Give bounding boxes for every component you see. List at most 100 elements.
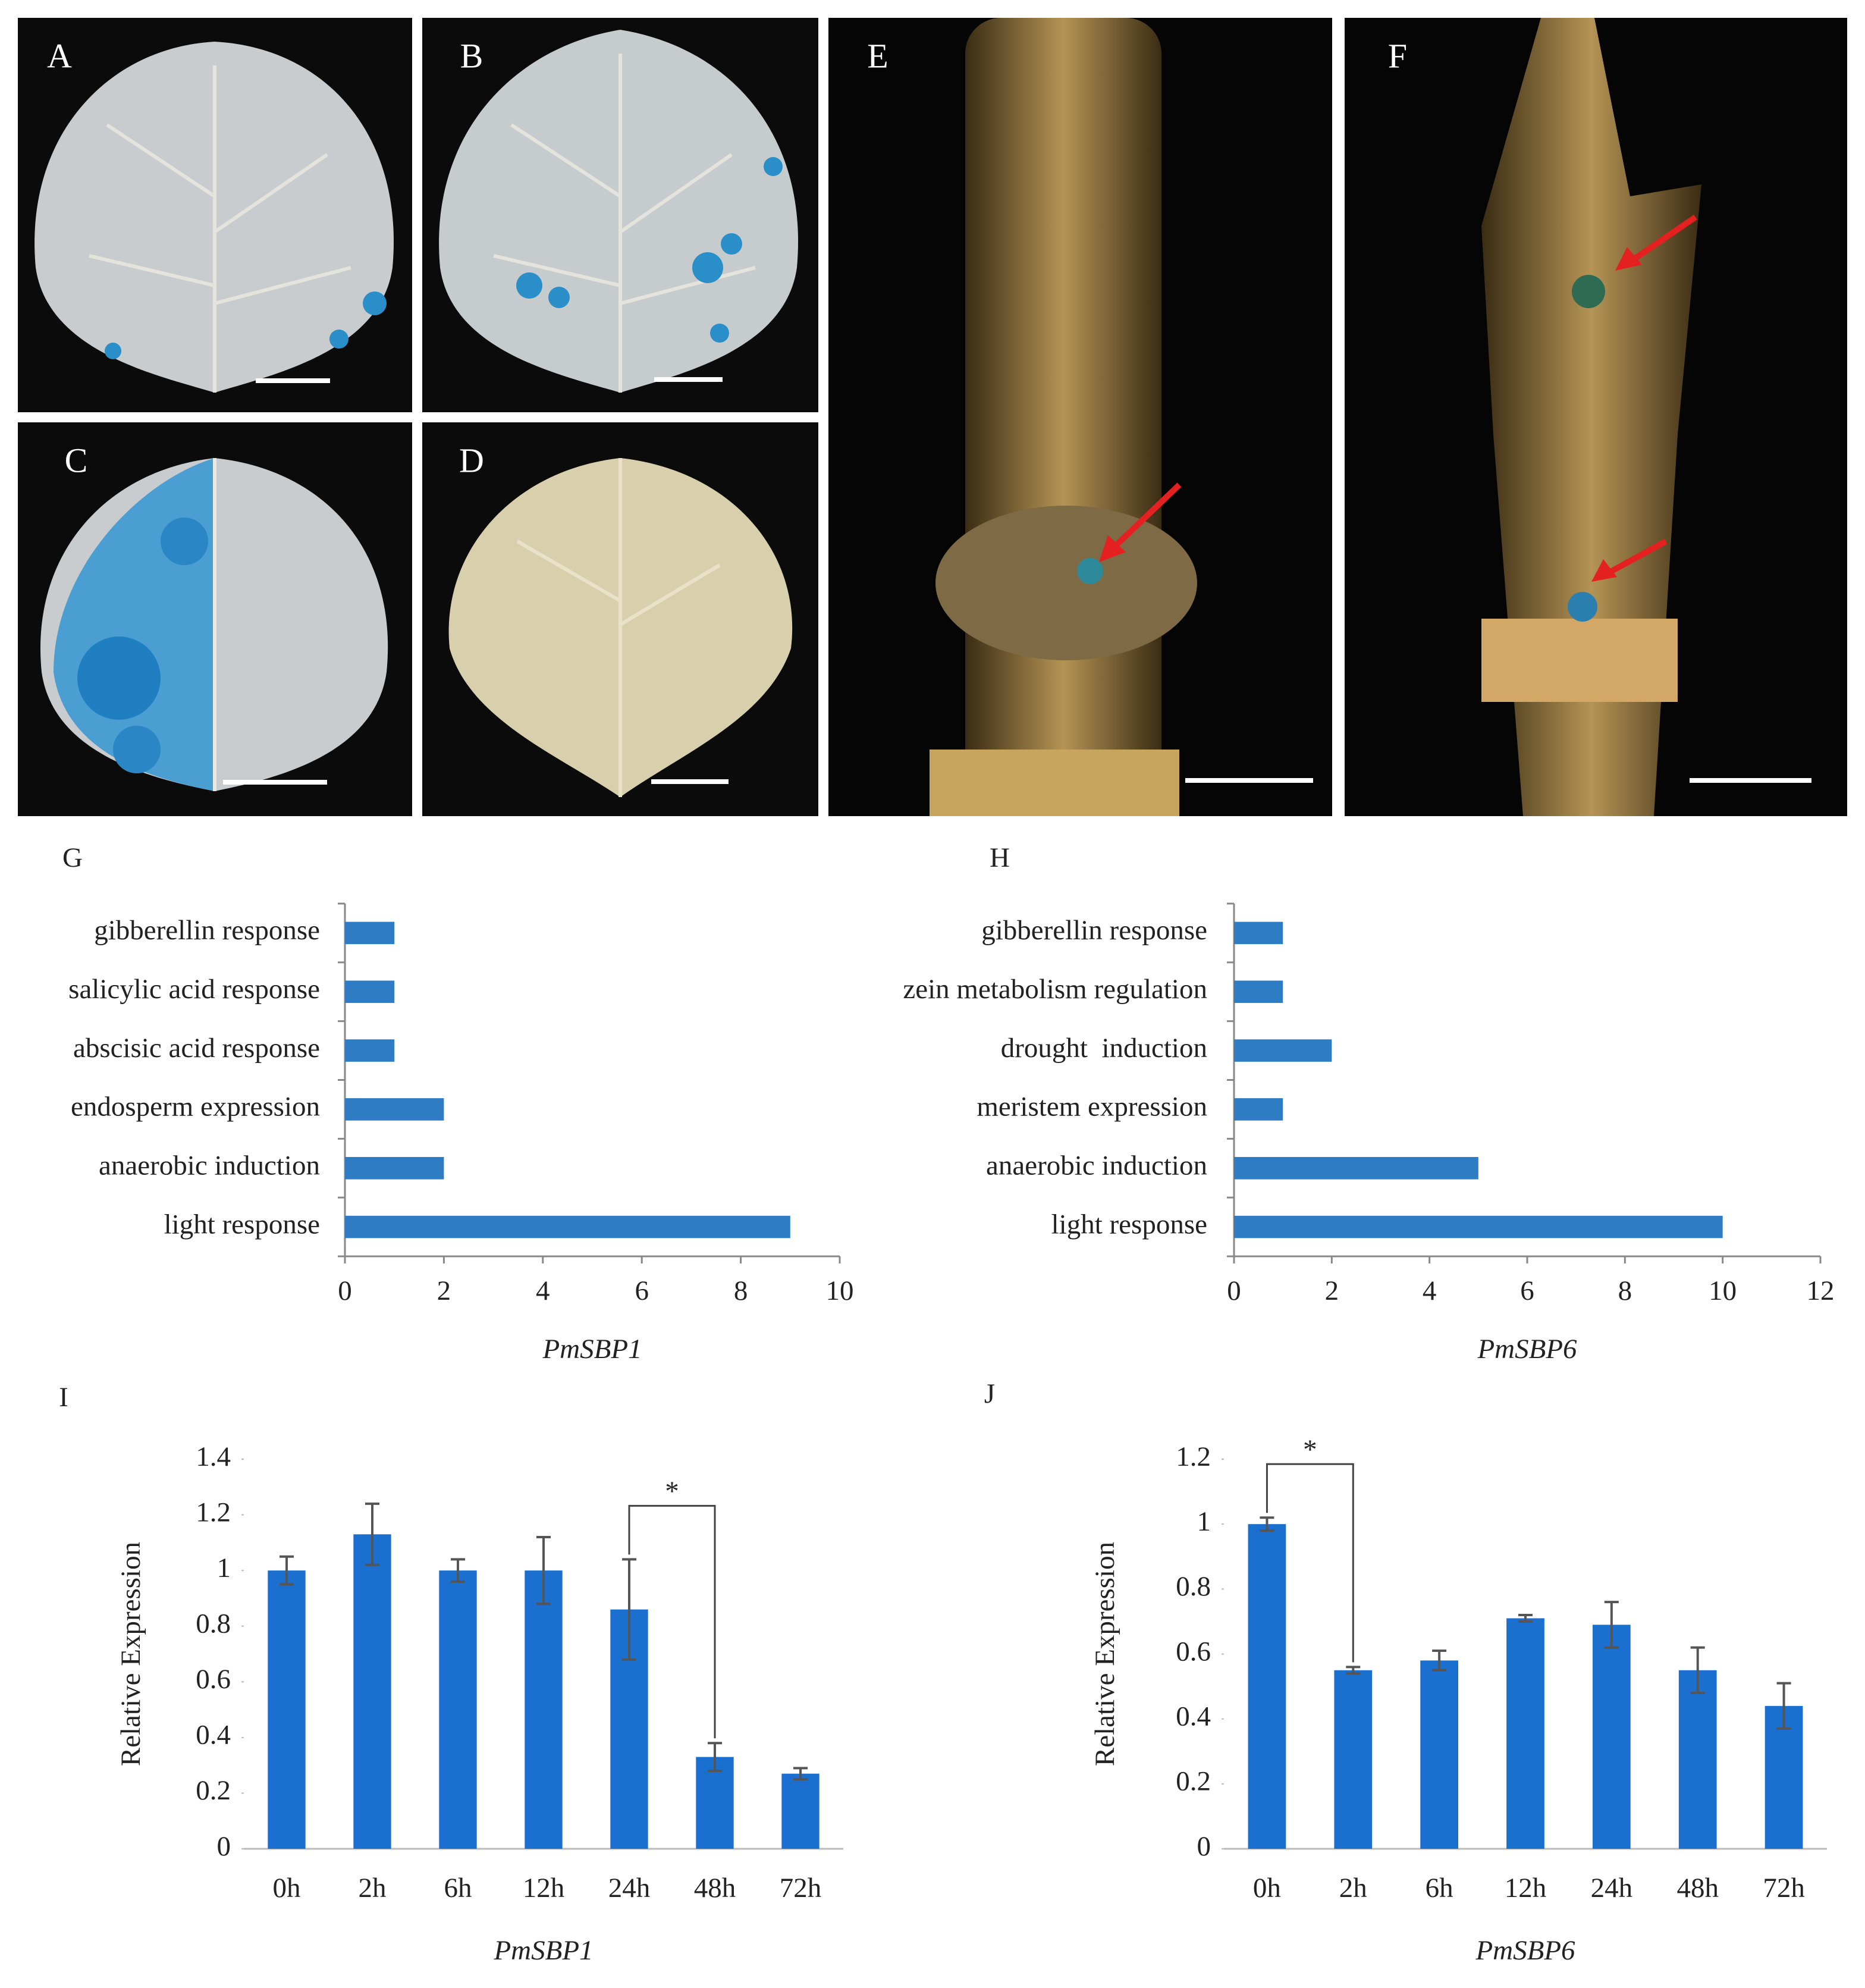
bar: [268, 1570, 306, 1849]
x-tick-label: 72h: [1763, 1873, 1805, 1904]
bar: [345, 1098, 444, 1121]
y-tick-label: 0.2: [196, 1775, 231, 1806]
y-tick-label: 0: [1197, 1831, 1211, 1862]
y-tick-label: 0: [217, 1831, 231, 1862]
category-label: zein metabolism regulation: [903, 974, 1207, 1005]
photo-a: [18, 18, 412, 412]
category-label: gibberellin response: [94, 915, 320, 946]
x-tick-label: 48h: [694, 1873, 736, 1904]
x-tick-label: 72h: [780, 1873, 822, 1904]
bar: [1506, 1618, 1544, 1849]
bar: [1234, 980, 1283, 1004]
bar: [1592, 1625, 1631, 1849]
category-label: meristem expression: [977, 1092, 1207, 1122]
panel-label: J: [984, 1378, 995, 1409]
y-tick-label: 0.8: [196, 1608, 231, 1639]
y-tick-label: 0.4: [1176, 1701, 1211, 1732]
bar: [1234, 1156, 1478, 1180]
bar: [439, 1570, 477, 1849]
x-tick-label: 4: [536, 1275, 550, 1306]
bar: [345, 980, 395, 1004]
panel-label: A: [47, 36, 72, 75]
x-tick-label: 24h: [1591, 1873, 1633, 1904]
panel-label: D: [459, 441, 484, 479]
y-axis-title: Relative Expression: [1090, 1542, 1120, 1766]
significance-bracket: [628, 1504, 716, 1739]
photo-c: [18, 422, 412, 816]
x-tick-label: 2: [437, 1275, 451, 1306]
bar: [1234, 1098, 1283, 1121]
significance-bracket: [1266, 1463, 1354, 1663]
category-label: drought induction: [1001, 1033, 1207, 1064]
panel-label: B: [460, 36, 483, 75]
x-tick-label: 6h: [444, 1873, 472, 1904]
bar: [345, 921, 395, 945]
x-tick-label: 0: [338, 1275, 352, 1306]
category-label: salicylic acid response: [68, 974, 320, 1005]
x-tick-label: 0h: [1253, 1873, 1281, 1904]
x-tick-label: 12h: [523, 1873, 565, 1904]
x-axis-title: PmSBP1: [493, 1935, 593, 1966]
panel-label: C: [65, 441, 88, 479]
category-label: anaerobic induction: [99, 1150, 320, 1181]
category-label: abscisic acid response: [73, 1033, 320, 1064]
x-axis-title: PmSBP6: [1475, 1935, 1575, 1966]
significance-label: *: [665, 1476, 679, 1507]
photo-d: [422, 422, 818, 816]
x-tick-label: 2: [1325, 1275, 1339, 1306]
y-tick-label: 1.2: [1176, 1441, 1211, 1472]
bar: [1678, 1670, 1717, 1849]
significance-label: *: [1303, 1434, 1317, 1465]
panel-label: H: [990, 842, 1010, 873]
y-tick-label: 1.4: [196, 1441, 231, 1472]
category-label: light response: [164, 1209, 320, 1240]
bar: [353, 1534, 391, 1849]
category-label: gibberellin response: [981, 915, 1207, 946]
y-tick-label: 0.2: [1176, 1766, 1211, 1797]
category-label: light response: [1051, 1209, 1207, 1240]
x-tick-label: 10: [1709, 1275, 1737, 1306]
category-label: anaerobic induction: [986, 1150, 1207, 1181]
x-tick-label: 48h: [1676, 1873, 1719, 1904]
x-tick-label: 0h: [273, 1873, 301, 1904]
x-tick-label: 4: [1423, 1275, 1437, 1306]
bar: [1420, 1660, 1459, 1849]
y-tick-label: 1: [1197, 1506, 1211, 1537]
bar: [345, 1156, 444, 1180]
y-tick-label: 0.6: [196, 1664, 231, 1695]
panel-label: E: [867, 36, 888, 75]
bar: [1234, 1215, 1723, 1238]
x-tick-label: 8: [1618, 1275, 1632, 1306]
y-tick-label: 1.2: [196, 1497, 231, 1528]
x-tick-label: 12h: [1505, 1873, 1547, 1904]
x-tick-label: 0: [1227, 1275, 1241, 1306]
bar: [345, 1039, 395, 1062]
x-tick-label: 24h: [608, 1873, 651, 1904]
bar: [1234, 1039, 1332, 1062]
photo-f: [1345, 18, 1847, 816]
photo-e: [828, 18, 1332, 816]
x-axis-title: PmSBP6: [1477, 1334, 1577, 1365]
x-tick-label: 6: [1520, 1275, 1534, 1306]
bar: [781, 1773, 820, 1849]
panel-label: G: [62, 842, 83, 873]
panel-label: I: [59, 1382, 68, 1413]
bar: [1234, 921, 1283, 945]
y-tick-label: 1: [217, 1553, 231, 1583]
panel-label: F: [1388, 36, 1407, 75]
x-tick-label: 2h: [1339, 1873, 1367, 1904]
x-tick-label: 6h: [1426, 1873, 1453, 1904]
bar: [1248, 1524, 1286, 1849]
x-tick-label: 2h: [359, 1873, 387, 1904]
bar: [696, 1757, 734, 1849]
y-axis-title: Relative Expression: [115, 1542, 146, 1766]
bar: [345, 1215, 790, 1238]
x-axis-title: PmSBP1: [542, 1334, 642, 1365]
x-tick-label: 12: [1807, 1275, 1835, 1306]
y-tick-label: 0.6: [1176, 1636, 1211, 1667]
y-tick-label: 0.4: [196, 1720, 231, 1751]
bar: [1334, 1670, 1373, 1849]
y-tick-label: 0.8: [1176, 1571, 1211, 1602]
x-tick-label: 10: [826, 1275, 854, 1306]
